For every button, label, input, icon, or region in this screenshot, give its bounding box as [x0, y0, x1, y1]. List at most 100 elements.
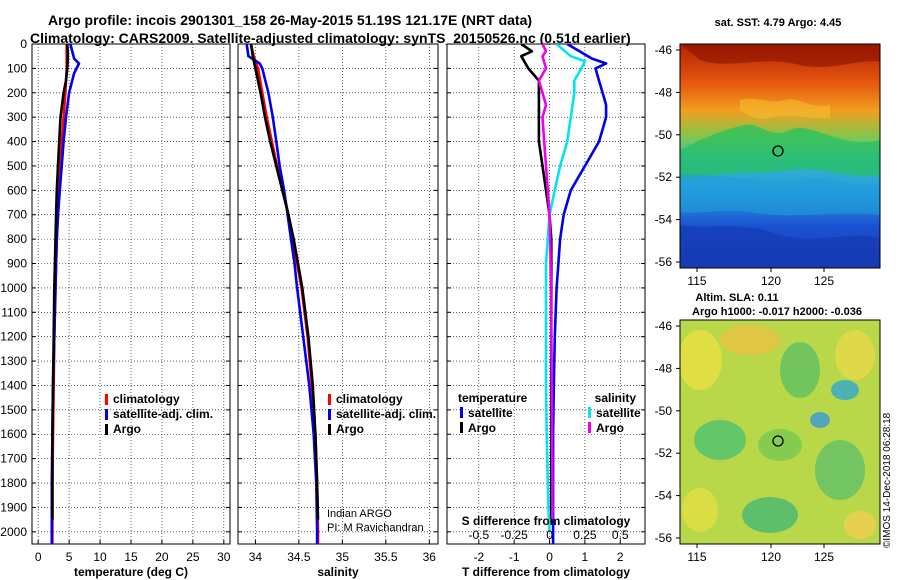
depth-tick-label: 200 [7, 86, 27, 100]
salinity-annotation-2: PI: M Ravichandran [327, 522, 424, 534]
x-tick-label: 0 [35, 550, 42, 564]
legend-label: satellite [468, 406, 513, 420]
sst-map-lat-ticks: -46 -48 -50 -52 -54 -56 [655, 43, 680, 269]
lon-tick-label: 115 [687, 274, 706, 288]
x-tick-label: 2 [617, 550, 624, 564]
depth-tick-label: 0 [20, 37, 27, 51]
sst-map-title: sat. SST: 4.79 Argo: 4.45 [715, 17, 842, 29]
x-tick-label: 34.5 [287, 550, 311, 564]
legend-label: Argo [468, 421, 496, 435]
s-diff-tick-label: -0.5 [468, 528, 489, 542]
legend-swatch [588, 422, 591, 433]
lon-tick-label: 125 [814, 274, 834, 288]
title-line1: Argo profile: incois 2901301_158 26-May-… [48, 12, 532, 28]
temperature-panel [31, 43, 231, 545]
depth-tick-label: 1600 [0, 427, 27, 441]
depth-tick-label: 800 [7, 232, 27, 246]
temperature-x-ticks: 0 5 10 15 20 25 30 [35, 540, 231, 564]
legend-swatch [105, 424, 108, 435]
depth-tick-label: 1400 [0, 378, 27, 392]
legend-label: Argo [596, 421, 624, 435]
depth-tick-label: 1300 [0, 354, 27, 368]
sst-map-lon-ticks: 115 120 125 [687, 268, 834, 288]
legend-swatch [105, 409, 108, 420]
legend-label: satellite-adj. clim. [336, 407, 436, 421]
lat-tick-label: -56 [655, 255, 673, 269]
depth-tick-label: 1700 [0, 452, 27, 466]
depth-tick-label: 1100 [1, 305, 27, 319]
series-argo [51, 44, 70, 520]
series-satellite-salinity [544, 44, 587, 532]
x-tick-label: 5 [66, 550, 73, 564]
legend-title-salinity: salinity [595, 391, 637, 405]
series-argo [249, 44, 320, 520]
sla-map-title-1: Altim. SLA: 0.11 [695, 292, 778, 304]
lon-tick-label: 115 [687, 550, 706, 564]
lat-tick-label: -56 [655, 531, 673, 545]
legend-swatch [328, 394, 331, 405]
legend-label: satellite [596, 406, 641, 420]
x-tick-label: 35.5 [374, 550, 398, 564]
depth-tick-label: 1800 [0, 476, 27, 490]
x-tick-label: -1 [509, 550, 520, 564]
x-tick-label: 20 [155, 550, 169, 564]
difference-legend: temperature salinitysatelliteArgosatellit… [458, 391, 641, 435]
imos-watermark: ©IMOS 14-Dec-2018 06:28:18 [882, 412, 893, 548]
lat-tick-label: -52 [655, 446, 673, 460]
depth-tick-label: 100 [7, 61, 27, 75]
sla-map-title-2: Argo h1000: -0.017 h2000: -0.036 [692, 306, 862, 318]
sla-float-marker [772, 435, 784, 447]
series-satellite-temperature [551, 44, 608, 544]
x-tick-label: 30 [217, 550, 231, 564]
depth-tick-label: 900 [7, 257, 27, 271]
salinity-difference-ticks: -0.5 -0.25 0 0.25 0.5 [468, 528, 628, 542]
depth-tick-label: 700 [7, 208, 27, 222]
x-tick-label: -2 [473, 550, 484, 564]
salinity-x-ticks: 34 34.5 35 35.5 36 [249, 540, 437, 564]
salinity-panel [237, 43, 439, 545]
legend-label: climatology [336, 392, 403, 406]
sla-map-lat-ticks: -46 -48 -50 -52 -54 -56 [655, 319, 680, 545]
lat-tick-label: -54 [655, 489, 673, 503]
x-tick-label: 34 [249, 550, 263, 564]
legend-swatch [105, 394, 108, 405]
depth-tick-label: 1900 [0, 500, 27, 514]
legend-title-temperature: temperature [458, 391, 528, 405]
lat-tick-label: -52 [655, 170, 673, 184]
lat-tick-label: -50 [655, 404, 673, 418]
sla-map-frame [679, 319, 881, 545]
legend-swatch [328, 424, 331, 435]
salinity-annotation-1: Indian ARGO [327, 508, 392, 520]
plot-frame [446, 43, 646, 545]
series-satellite-adj-clim- [245, 44, 319, 544]
plot-frame [237, 43, 439, 545]
sla-map [680, 320, 880, 544]
x-tick-label: 35 [336, 550, 350, 564]
legend-label: climatology [113, 392, 180, 406]
legend-swatch [328, 409, 331, 420]
series-climatology [249, 44, 320, 544]
temperature-xlabel: temperature (deg C) [74, 565, 188, 579]
lon-tick-label: 120 [761, 550, 781, 564]
lat-tick-label: -48 [655, 361, 673, 375]
legend-swatch [588, 407, 591, 418]
x-tick-label: 0 [546, 550, 553, 564]
sla-map-lon-ticks: 115 120 125 [687, 544, 834, 564]
x-tick-label: 36 [423, 550, 437, 564]
difference-panel [446, 43, 646, 545]
lat-tick-label: -54 [655, 213, 673, 227]
depth-tick-label: 600 [7, 183, 27, 197]
depth-axis-labels: 0 100 200 300 400 500 600 700 800 900 1000 1100 1200… [0, 37, 27, 539]
legend-label: satellite-adj. clim. [113, 407, 213, 421]
x-tick-label: 10 [93, 550, 107, 564]
lat-tick-label: -46 [655, 43, 673, 57]
grid [32, 43, 230, 544]
s-diff-tick-label: 0.5 [612, 528, 629, 542]
s-diff-tick-label: 0.25 [573, 528, 597, 542]
legend-swatch [460, 407, 463, 418]
s-diff-tick-label: -0.25 [500, 528, 528, 542]
x-tick-label: 1 [582, 550, 589, 564]
